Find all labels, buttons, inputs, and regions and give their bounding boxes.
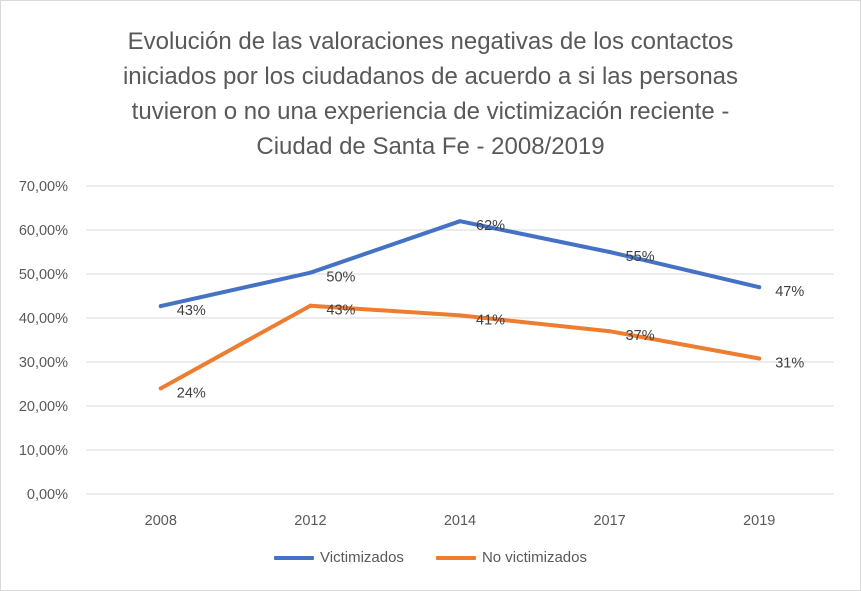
chart-title-line-2: iniciados por los ciudadanos de acuerdo … (122, 63, 739, 90)
data-point-victimizados (607, 250, 612, 254)
x-tick-label: 2014 (444, 513, 476, 529)
x-tick-label: 2017 (593, 513, 625, 529)
data-label-victimizados: 55% (626, 249, 655, 265)
data-point-victimizados (458, 219, 462, 224)
legend-label-no-victimizados: No victimizados (481, 549, 587, 566)
y-tick-label: 30,00% (19, 355, 68, 371)
data-point-no-victimizados (607, 329, 612, 334)
data-label-victimizados: 50% (326, 270, 355, 286)
y-tick-label: 70,00% (19, 179, 68, 195)
data-point-no-victimizados (757, 356, 762, 361)
data-point-victimizados (757, 285, 762, 290)
legend-label-victimizados: Victimizados (320, 549, 404, 566)
data-label-no-victimizados: 31% (775, 355, 804, 371)
legend-swatch-victimizados (274, 555, 315, 560)
legend-swatch-no-victimizados (435, 555, 476, 560)
legend: Victimizados No victimizados (0, 549, 861, 566)
data-label-no-victimizados: 41% (476, 312, 505, 328)
data-label-no-victimizados: 43% (326, 303, 355, 319)
series-line-victimizados (158, 219, 762, 309)
x-tick-label: 2012 (294, 513, 326, 529)
data-point-victimizados (158, 304, 163, 309)
y-tick-label: 40,00% (19, 311, 68, 327)
y-tick-label: 10,00% (19, 443, 68, 459)
data-label-victimizados: 47% (775, 284, 804, 300)
data-point-no-victimizados (158, 386, 163, 391)
data-label-no-victimizados: 24% (177, 385, 206, 401)
x-tick-label: 2019 (743, 513, 775, 529)
legend-item-no-victimizados: No victimizados (435, 549, 587, 566)
y-tick-label: 60,00% (19, 223, 68, 239)
legend-item-victimizados: Victimizados (274, 549, 404, 566)
chart-title-line-1: Evolución de las valoraciones negativas … (127, 28, 734, 55)
data-point-victimizados (308, 270, 313, 275)
chart-title-line-4: Ciudad de Santa Fe - 2008/2019 (256, 133, 605, 160)
data-point-no-victimizados (308, 303, 313, 308)
data-label-victimizados: 62% (476, 218, 505, 234)
data-label-no-victimizados: 37% (626, 328, 655, 344)
chart-title-line-3: tuvieron o no una experiencia de victimi… (131, 98, 730, 125)
y-tick-label: 20,00% (19, 399, 68, 415)
y-tick-label: 50,00% (19, 267, 68, 283)
x-tick-label: 2008 (145, 513, 177, 529)
data-point-no-victimizados (458, 313, 462, 318)
data-label-victimizados: 43% (177, 303, 206, 319)
chart-title: Evolución de las valoraciones negativas … (40, 24, 821, 164)
y-tick-label: 0,00% (27, 487, 68, 503)
